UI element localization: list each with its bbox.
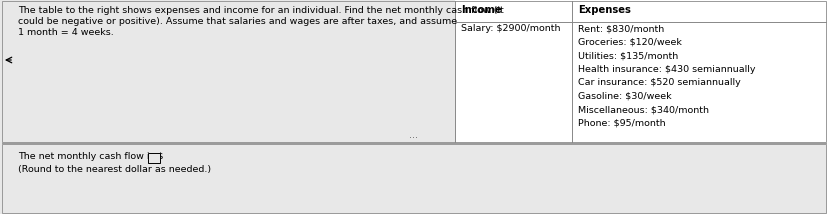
Bar [2,1,825,142]
Text: Rent: $830/month: Rent: $830/month [577,24,663,33]
Bar [455,0,827,143]
Text: Groceries: $120/week: Groceries: $120/week [577,37,681,46]
Text: Utilities: $135/month: Utilities: $135/month [577,51,677,60]
Text: Health insurance: $430 semiannually: Health insurance: $430 semiannually [577,64,754,73]
Text: 1 month = 4 weeks.: 1 month = 4 weeks. [18,28,113,37]
Text: ...: ... [409,130,418,140]
Text: Car insurance: $520 semiannually: Car insurance: $520 semiannually [577,78,740,87]
Text: Gasoline: $30/week: Gasoline: $30/week [577,92,671,101]
Text: Expenses: Expenses [577,5,630,15]
Text: Phone: $95/month: Phone: $95/month [577,119,665,128]
Text: Miscellaneous: $340/month: Miscellaneous: $340/month [577,105,708,114]
Text: Salary: $2900/month: Salary: $2900/month [461,24,560,33]
Text: The table to the right shows expenses and income for an individual. Find the net: The table to the right shows expenses an… [18,6,503,15]
Bar [2,144,825,213]
Text: Income: Income [461,5,501,15]
Text: (Round to the nearest dollar as needed.): (Round to the nearest dollar as needed.) [18,165,211,174]
Text: could be negative or positive). Assume that salaries and wages are after taxes, : could be negative or positive). Assume t… [18,17,457,26]
Bar [148,153,160,163]
Text: The net monthly cash flow is $: The net monthly cash flow is $ [18,152,163,161]
